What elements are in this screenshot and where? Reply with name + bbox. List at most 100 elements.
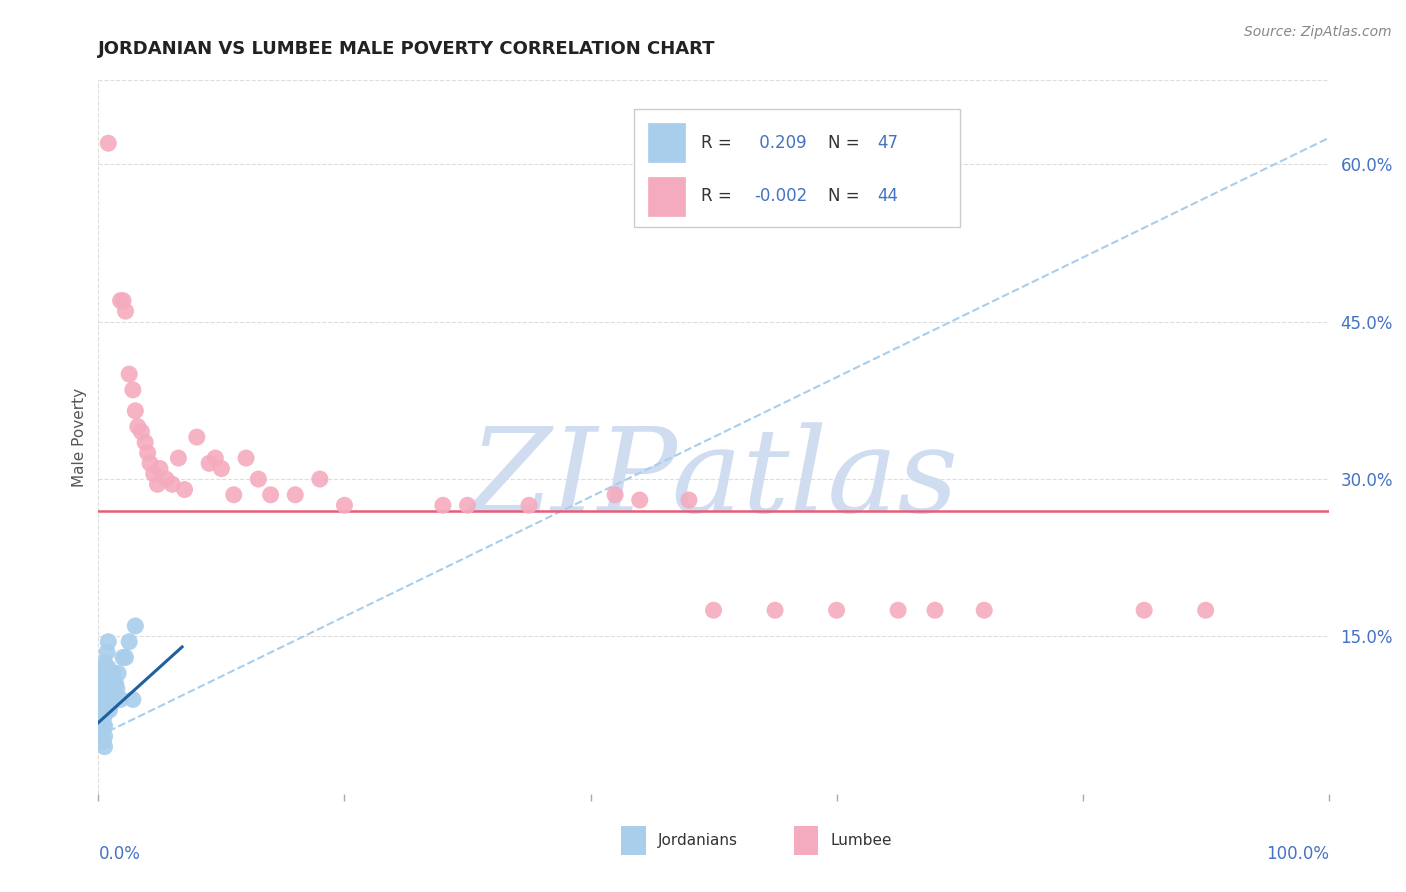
- Text: 47: 47: [877, 134, 898, 152]
- Point: [104, 676, 127, 690]
- Point: [100, 698, 122, 712]
- Text: N =: N =: [828, 134, 865, 152]
- Point: [112, 293, 135, 308]
- Point: [110, 692, 132, 706]
- Text: 0.0%: 0.0%: [98, 846, 141, 863]
- Point: [93, 708, 115, 723]
- Point: [98, 703, 121, 717]
- Point: [93, 719, 115, 733]
- Point: [90, 681, 112, 696]
- Point: [678, 493, 700, 508]
- Text: N =: N =: [828, 187, 865, 205]
- Text: 100.0%: 100.0%: [1265, 846, 1329, 863]
- Text: Jordanians: Jordanians: [658, 833, 738, 847]
- Point: [93, 661, 115, 675]
- Point: [97, 136, 120, 151]
- Point: [1195, 603, 1218, 617]
- Point: [155, 472, 177, 486]
- Point: [114, 304, 136, 318]
- Point: [605, 488, 627, 502]
- Text: Source: ZipAtlas.com: Source: ZipAtlas.com: [1244, 25, 1392, 39]
- Point: [134, 435, 156, 450]
- Point: [149, 461, 172, 475]
- Point: [101, 676, 124, 690]
- Point: [114, 650, 136, 665]
- Point: [94, 681, 117, 696]
- Point: [96, 703, 118, 717]
- Point: [97, 634, 120, 648]
- Point: [628, 493, 651, 508]
- Point: [124, 404, 146, 418]
- Point: [173, 483, 195, 497]
- Point: [91, 723, 114, 738]
- Point: [94, 698, 117, 712]
- Point: [103, 687, 125, 701]
- Point: [825, 603, 848, 617]
- Point: [204, 451, 226, 466]
- Point: [93, 676, 115, 690]
- Point: [432, 498, 454, 512]
- Point: [93, 739, 115, 754]
- Point: [284, 488, 307, 502]
- Point: [235, 451, 257, 466]
- Point: [100, 666, 122, 681]
- Point: [93, 734, 115, 748]
- Y-axis label: Male Poverty: Male Poverty: [72, 387, 87, 487]
- Point: [91, 692, 114, 706]
- Text: R =: R =: [702, 134, 737, 152]
- Point: [136, 446, 159, 460]
- Text: JORDANIAN VS LUMBEE MALE POVERTY CORRELATION CHART: JORDANIAN VS LUMBEE MALE POVERTY CORRELA…: [98, 40, 716, 58]
- Point: [118, 367, 141, 381]
- Point: [222, 488, 245, 502]
- Point: [186, 430, 208, 444]
- Point: [131, 425, 153, 439]
- Point: [94, 661, 117, 675]
- Point: [103, 666, 125, 681]
- Point: [139, 456, 162, 470]
- Point: [973, 603, 995, 617]
- Point: [93, 681, 115, 696]
- Point: [924, 603, 946, 617]
- Point: [146, 477, 169, 491]
- Bar: [621, 826, 645, 855]
- Point: [703, 603, 725, 617]
- Point: [97, 661, 120, 675]
- Point: [93, 656, 115, 670]
- Bar: [648, 177, 685, 216]
- Point: [107, 666, 129, 681]
- Point: [887, 603, 910, 617]
- Text: ZIPatlas: ZIPatlas: [470, 423, 957, 537]
- Point: [93, 672, 115, 686]
- Text: Lumbee: Lumbee: [831, 833, 891, 847]
- Point: [96, 666, 118, 681]
- Point: [93, 692, 115, 706]
- Point: [93, 729, 115, 743]
- Point: [456, 498, 478, 512]
- Point: [260, 488, 283, 502]
- Text: 0.209: 0.209: [754, 134, 807, 152]
- Point: [162, 477, 183, 491]
- Point: [93, 687, 115, 701]
- Point: [517, 498, 540, 512]
- Point: [763, 603, 786, 617]
- Point: [96, 681, 118, 696]
- Point: [122, 692, 145, 706]
- Point: [112, 650, 135, 665]
- Point: [93, 666, 115, 681]
- Point: [105, 681, 128, 696]
- Text: -0.002: -0.002: [754, 187, 807, 205]
- Bar: [648, 123, 685, 162]
- Point: [333, 498, 356, 512]
- Point: [1133, 603, 1156, 617]
- Point: [91, 672, 114, 686]
- Point: [127, 419, 149, 434]
- Point: [98, 681, 121, 696]
- Point: [118, 634, 141, 648]
- Point: [198, 456, 221, 470]
- Point: [93, 719, 115, 733]
- Point: [142, 467, 165, 481]
- Point: [110, 293, 132, 308]
- Point: [96, 645, 118, 659]
- Text: R =: R =: [702, 187, 737, 205]
- Point: [122, 383, 145, 397]
